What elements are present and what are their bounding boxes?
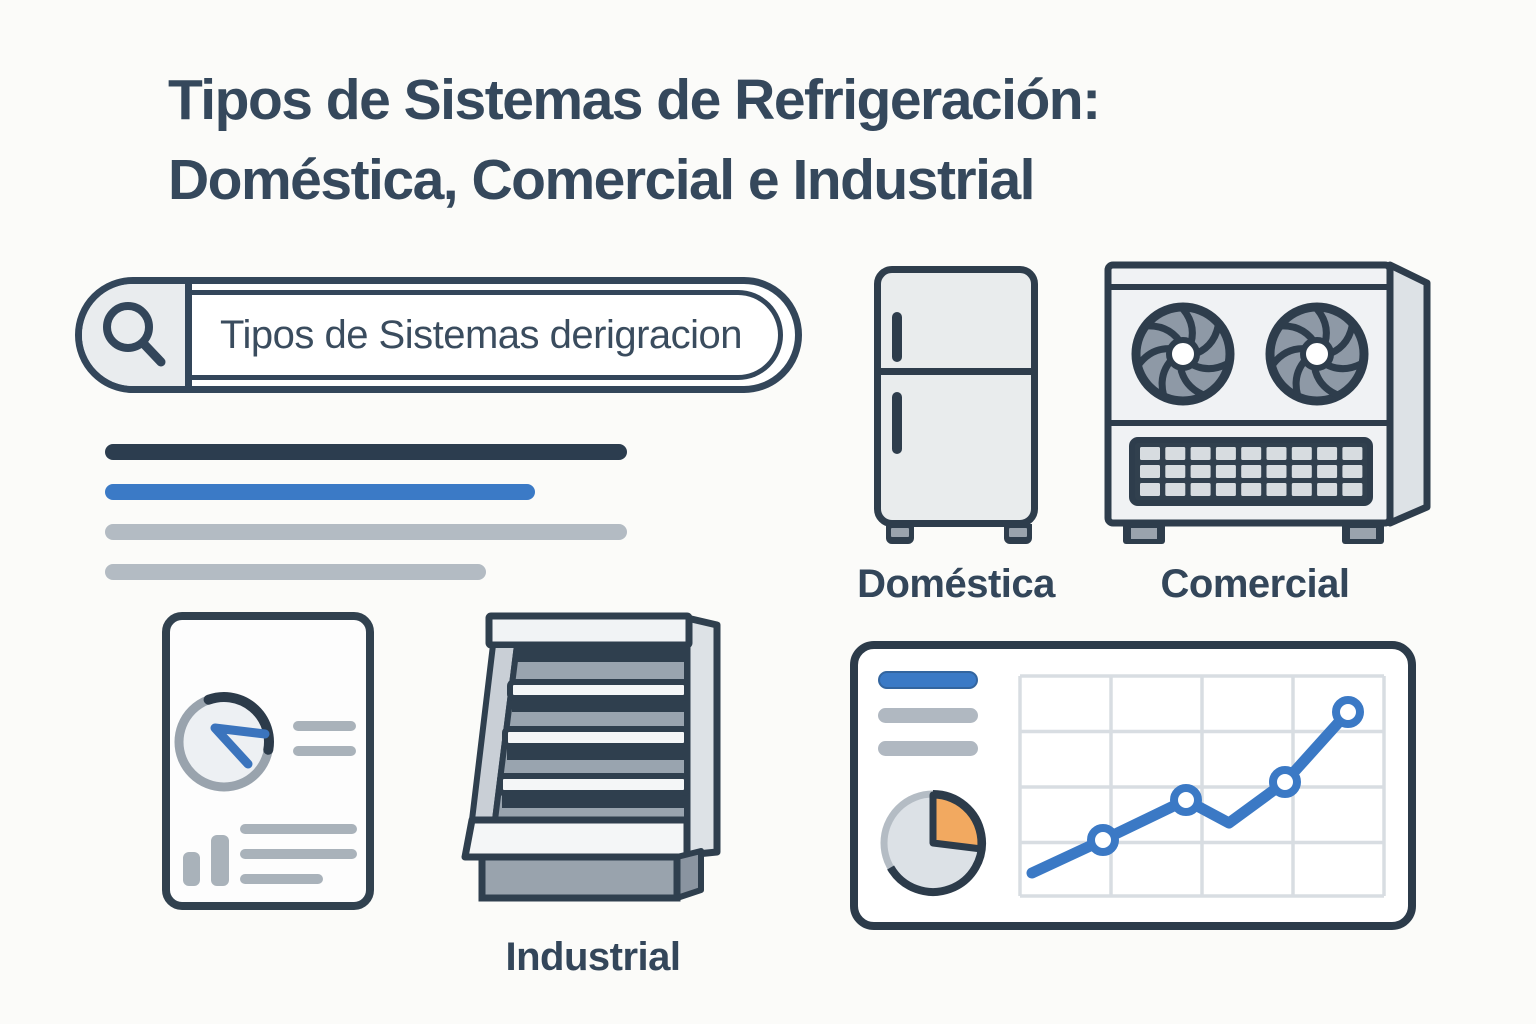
- chart-gridlines: [1018, 674, 1386, 898]
- pie-chart-icon: [880, 790, 986, 896]
- title-line-1: Tipos de Sistemas de Refrigeración:: [168, 68, 1101, 132]
- report-contents: [174, 692, 357, 886]
- unit-feet: [1123, 523, 1384, 544]
- refrigerator-icon: [874, 266, 1038, 527]
- trend-markers: [1087, 696, 1364, 856]
- freezer-handle: [892, 312, 902, 362]
- dashboard-title-bar: [878, 671, 978, 689]
- search-icon-section: [82, 284, 192, 386]
- search-bar[interactable]: Tipos de Sistemas derigracion: [75, 277, 802, 393]
- skeleton-line-4: [105, 564, 486, 580]
- skeleton-line-3: [105, 524, 627, 540]
- search-query-text: Tipos de Sistemas derigracion: [220, 312, 743, 357]
- clock-hands: [210, 723, 270, 769]
- domestic-label: Doméstica: [857, 562, 1055, 606]
- mini-bar-chart-icon: [183, 835, 229, 886]
- fridge-foot-left: [886, 524, 914, 544]
- industrial-label: Industrial: [505, 935, 681, 979]
- search-icon: [102, 302, 165, 367]
- skeleton-line-1: [105, 444, 627, 460]
- line-chart-icon: [1018, 674, 1386, 898]
- report-document-icon: [162, 612, 374, 910]
- dashboard-text-bar-2: [878, 741, 978, 756]
- fridge-handle: [892, 392, 902, 454]
- condenser-unit-icon: [1095, 255, 1440, 555]
- commercial-label: Comercial: [1160, 562, 1350, 606]
- pie-slice-orange: [929, 791, 985, 853]
- page-title: Tipos de Sistemas de Refrigeración: Domé…: [168, 60, 1428, 220]
- fan-left-icon: [1131, 302, 1235, 406]
- dashboard-card: [850, 641, 1416, 930]
- skeleton-line-2: [105, 484, 535, 500]
- title-line-2: Doméstica, Comercial e Industrial: [168, 148, 1035, 212]
- fridge-foot-right: [1004, 524, 1032, 544]
- fridge-door-divider: [880, 368, 1032, 375]
- fan-right-icon: [1265, 302, 1369, 406]
- search-input[interactable]: Tipos de Sistemas derigracion: [192, 290, 783, 380]
- dashboard-text-bar-1: [878, 708, 978, 723]
- display-case-icon: [455, 600, 785, 910]
